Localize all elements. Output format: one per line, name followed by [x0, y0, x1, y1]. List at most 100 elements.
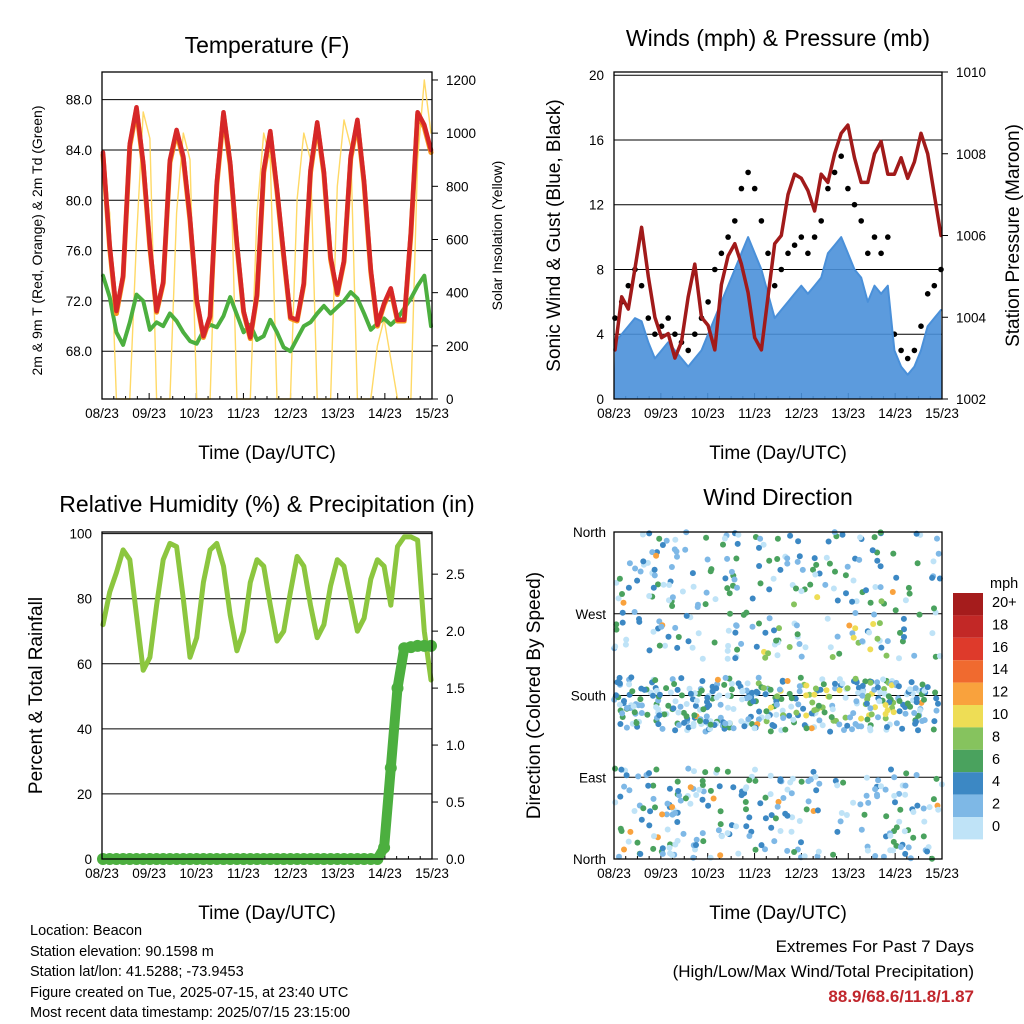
direction-point [914, 560, 921, 567]
direction-point [700, 706, 707, 713]
direction-point [876, 620, 883, 627]
direction-point [735, 850, 742, 857]
direction-point [883, 813, 890, 820]
direction-point [836, 650, 843, 657]
direction-point [926, 804, 933, 811]
direction-point [717, 821, 724, 828]
direction-point [767, 704, 774, 711]
direction-point [659, 845, 666, 852]
y-right-tick-label: 1000 [446, 126, 476, 141]
direction-point [767, 772, 774, 779]
direction-point [874, 684, 881, 691]
direction-point [693, 836, 700, 843]
direction-point [917, 707, 923, 714]
direction-point [757, 580, 764, 587]
direction-point [883, 652, 890, 659]
direction-point [803, 712, 810, 719]
direction-point [929, 630, 936, 637]
direction-point [667, 689, 674, 696]
direction-point [715, 827, 722, 834]
direction-point [733, 555, 740, 562]
direction-point [859, 638, 866, 645]
x-tick-label: 11/23 [738, 406, 771, 421]
direction-point [638, 816, 645, 823]
direction-point [900, 615, 907, 622]
direction-point [924, 684, 931, 691]
direction-point [823, 554, 830, 561]
direction-point [794, 631, 801, 638]
legend-swatch [953, 660, 983, 683]
direction-point [882, 702, 889, 708]
gust-point [718, 250, 725, 257]
direction-point [803, 692, 810, 699]
direction-point [896, 655, 902, 662]
direction-point [724, 655, 731, 662]
direction-point [653, 552, 660, 559]
direction-point [867, 705, 874, 712]
direction-point [678, 675, 685, 682]
x-tick-label: 15/23 [415, 866, 449, 881]
direction-point [858, 826, 865, 833]
direction-point [866, 629, 873, 636]
direction-point [612, 643, 619, 650]
direction-point [682, 795, 689, 802]
direction-point [735, 680, 742, 687]
humidity-series [100, 534, 434, 683]
y-tick-label: 72.0 [66, 294, 92, 309]
direction-point [931, 718, 938, 725]
direction-point [687, 800, 694, 807]
direction-point [780, 715, 787, 721]
gust-point [898, 347, 904, 354]
direction-point [836, 676, 843, 683]
direction-point [721, 681, 728, 688]
direction-point [641, 686, 648, 693]
direction-point [631, 609, 638, 615]
direction-point [679, 588, 686, 595]
direction-point [930, 796, 937, 803]
direction-point [880, 853, 887, 860]
direction-point [878, 598, 885, 605]
direction-point [676, 722, 682, 728]
direction-point [741, 723, 748, 730]
direction-point [815, 848, 822, 855]
gust-point [798, 234, 805, 240]
y-right-tick-label: 1004 [956, 310, 987, 325]
direction-point [650, 584, 657, 591]
direction-point [850, 799, 857, 806]
direction-point [896, 790, 903, 797]
direction-point [931, 605, 937, 612]
direction-point [660, 581, 667, 588]
direction-point [798, 778, 805, 785]
x-tick-label: 15/23 [925, 866, 959, 881]
direction-point [884, 724, 890, 730]
direction-point [740, 611, 747, 618]
direction-point [802, 644, 809, 651]
y-tick-label: 40 [77, 722, 92, 737]
direction-point [784, 560, 791, 567]
direction-point [911, 710, 918, 716]
direction-point [779, 707, 786, 714]
y-right-tick-label: 0 [446, 392, 454, 407]
legend-swatch [953, 593, 983, 616]
direction-point [685, 765, 692, 772]
x-tick-label: 14/23 [368, 406, 402, 421]
direction-point [875, 714, 881, 721]
direction-point [655, 581, 661, 588]
direction-point [933, 775, 940, 782]
direction-point [903, 770, 910, 777]
direction-point [892, 607, 899, 614]
direction-point [763, 718, 770, 725]
direction-point [678, 692, 685, 699]
direction-point [803, 682, 810, 689]
direction-point [665, 633, 672, 640]
gust-point [838, 153, 844, 159]
x-tick-label: 12/23 [274, 406, 308, 421]
panel-4: Wind Direction 08/23 09/23 10/23 11/23 12/23 1… [524, 484, 959, 924]
direction-point [644, 711, 651, 718]
direction-point [613, 621, 620, 628]
direction-point [674, 837, 681, 844]
direction-point [800, 705, 807, 712]
x-tick-label: 09/23 [132, 406, 166, 421]
direction-point [828, 714, 835, 721]
x-tick-label: 09/23 [644, 866, 678, 881]
